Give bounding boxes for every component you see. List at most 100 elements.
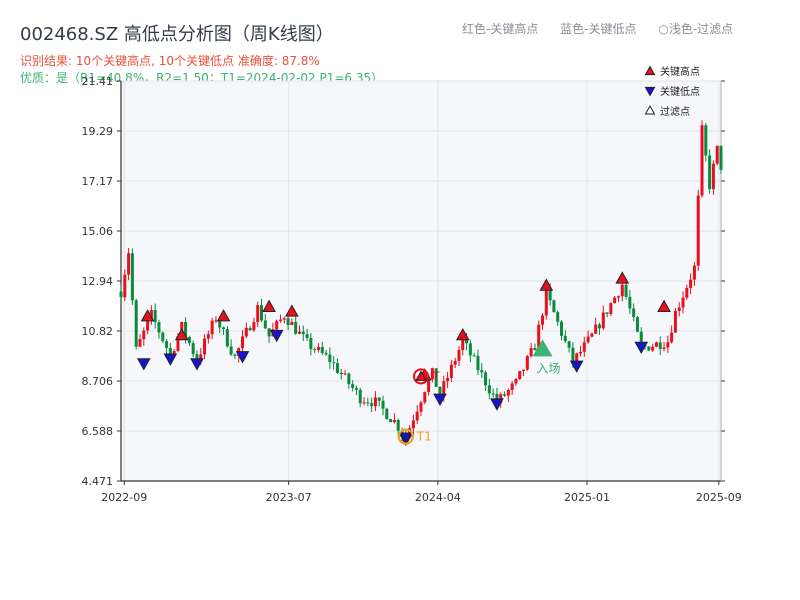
candle-body: [677, 307, 681, 311]
candle-body: [480, 370, 484, 373]
candle-body: [324, 352, 328, 355]
candle-body: [191, 343, 195, 355]
candle-body: [309, 337, 313, 350]
legend-low-label: 关键低点: [660, 85, 700, 98]
candle-body: [605, 312, 609, 314]
chart-title: 002468.SZ 高低点分析图（周K线图）: [20, 24, 334, 45]
candle-body: [370, 403, 374, 407]
key-low-marker: [136, 358, 151, 371]
candle-body: [351, 384, 355, 388]
filtered-point-label: T: [431, 369, 440, 383]
candle-body: [214, 320, 218, 322]
candle-body: [472, 355, 476, 357]
candle-body: [316, 347, 320, 351]
candle-body: [704, 125, 708, 156]
candle-body: [161, 332, 165, 342]
candle-body: [366, 402, 370, 404]
key-high-marker: [262, 299, 276, 312]
candle-body: [620, 284, 624, 297]
candle-body: [146, 320, 150, 331]
candle-body: [260, 305, 264, 321]
candle-body: [354, 387, 358, 390]
candle-body: [142, 330, 146, 340]
candle-body: [696, 195, 700, 266]
x-tick-label: 2025-01: [564, 491, 610, 504]
candle-body: [438, 386, 442, 397]
candle-body: [681, 297, 685, 308]
legend-red-high-text: 红色-关键高点: [462, 22, 539, 36]
t1-low-marker: [400, 432, 412, 443]
candle-body: [666, 342, 670, 348]
key-low-marker: [634, 341, 649, 355]
legend-filtered-label: 过滤点: [660, 105, 690, 118]
candle-body: [206, 334, 210, 339]
x-tick-label: 2024-04: [415, 491, 461, 504]
candle-body: [457, 350, 461, 361]
candle-body: [241, 336, 245, 349]
candle-body: [685, 287, 689, 298]
candle-body: [453, 360, 457, 365]
candle-body: [165, 341, 169, 348]
candle-body: [522, 369, 526, 371]
key-high-marker: [455, 327, 470, 341]
candle-body: [168, 347, 172, 355]
legend-blue-low-text: 蓝色-关键低点: [560, 22, 637, 36]
candle-body: [658, 342, 662, 349]
candle-body: [578, 351, 582, 354]
candle-body: [556, 312, 560, 322]
candle-body: [590, 333, 594, 337]
candle-body: [244, 327, 248, 337]
candle-body: [123, 274, 127, 298]
entry-marker: [532, 339, 553, 357]
key-high-marker: [140, 309, 155, 322]
candle-body: [514, 379, 518, 384]
candle-body: [689, 279, 693, 288]
key-low-marker: [190, 358, 204, 371]
candle-body: [419, 402, 423, 412]
candle-body: [187, 336, 191, 344]
candle-body: [525, 356, 529, 370]
candle-body: [138, 339, 142, 347]
t1-label: T1: [416, 430, 432, 444]
key-high-marker: [174, 327, 189, 341]
legend-low-icon: [644, 86, 656, 97]
candle-body: [442, 381, 446, 397]
candle-body: [529, 347, 533, 357]
candle-body: [184, 321, 188, 337]
candle-body: [127, 253, 131, 275]
candle-body: [248, 327, 252, 331]
candle-body: [533, 347, 537, 351]
candle-body: [465, 339, 469, 344]
candle-body: [624, 284, 628, 297]
candle-body: [119, 291, 123, 298]
key-low-marker: [269, 329, 284, 343]
candle-body: [639, 331, 643, 346]
candle-body: [297, 331, 301, 334]
candle-body: [651, 346, 655, 351]
candle-body: [335, 363, 339, 373]
legend-filtered-icon: [644, 104, 656, 115]
candle-body: [222, 327, 226, 329]
candle-body: [563, 335, 567, 342]
candle-body: [430, 368, 434, 380]
candle-body: [385, 408, 389, 420]
candle-body: [628, 296, 632, 309]
candle-body: [294, 321, 298, 334]
candle-body: [263, 320, 267, 329]
candle-body: [594, 324, 598, 334]
candle-body: [575, 353, 579, 364]
y-tick-label: 19.29: [82, 125, 114, 138]
candle-body: [172, 350, 176, 355]
detection-result-text: 识别结果: 10个关键高点, 10个关键低点 准确度: 87.8%: [20, 54, 320, 68]
candle-body: [313, 349, 317, 351]
candle-body: [267, 328, 271, 337]
entry-label: 入场: [537, 361, 561, 375]
candle-body: [256, 305, 260, 323]
candle-body: [586, 336, 590, 343]
candle-body: [632, 308, 636, 318]
candle-body: [635, 317, 639, 332]
candle-body: [662, 347, 666, 349]
candle-body: [381, 400, 385, 409]
candle-body: [601, 312, 605, 329]
candle-body: [373, 397, 377, 407]
